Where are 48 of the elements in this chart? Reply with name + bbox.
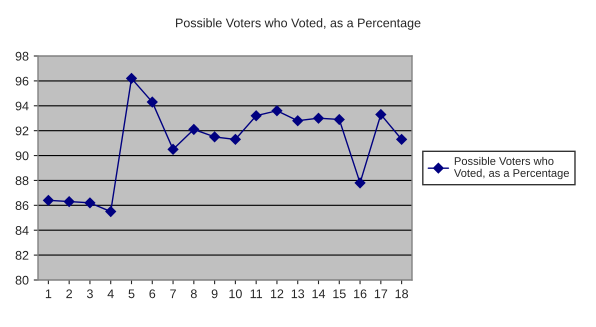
y-tick-label: 80	[16, 276, 28, 285]
point	[105, 206, 116, 217]
y-tick-label: 86	[16, 201, 28, 210]
y-tick-label: 84	[16, 226, 29, 235]
y-tick-label: 90	[16, 151, 28, 160]
point	[64, 196, 75, 208]
x-tick-label: 1	[46, 289, 52, 298]
point	[209, 131, 220, 142]
point	[126, 72, 137, 84]
x-tick-label: 12	[270, 289, 284, 298]
x-tick-label: 6	[149, 289, 156, 298]
x-tick-label: 17	[374, 289, 388, 298]
point	[313, 112, 324, 124]
point	[334, 114, 345, 125]
x-tick-label: 13	[292, 289, 304, 298]
chart-title: Possible Voters who Voted, as a Percentage	[176, 18, 420, 30]
point	[292, 115, 304, 126]
x-tick-label: 15	[333, 289, 346, 298]
y-tick-label: 98	[16, 52, 28, 61]
x-tick-label: 5	[128, 289, 134, 298]
point	[84, 197, 96, 208]
x-tick-label: 10	[229, 289, 242, 298]
point	[354, 178, 366, 188]
point	[396, 134, 408, 145]
point	[230, 134, 241, 145]
y-tick-label: 92	[16, 126, 28, 136]
y-tick-label: 88	[16, 176, 28, 186]
point	[250, 110, 262, 122]
point	[146, 96, 158, 108]
point	[42, 194, 54, 206]
x-tick-label: 9	[212, 289, 218, 298]
y-tick-label: 82	[16, 250, 28, 260]
legend-label: Possible Voters who Voted, as a Percentage	[454, 156, 569, 180]
y-tick-label: 96	[16, 76, 28, 86]
x-tick-label: 7	[170, 289, 176, 298]
x-tick-label: 3	[86, 289, 93, 298]
y-tick-label: 94	[16, 102, 29, 110]
point	[168, 144, 178, 155]
x-tick-label: 14	[312, 289, 326, 298]
x-tick-label: 2	[66, 289, 72, 298]
x-tick-label: 16	[354, 289, 366, 298]
x-tick-label: 4	[108, 289, 114, 298]
x-tick-label: 18	[396, 289, 408, 298]
x-tick-label: 8	[190, 289, 197, 298]
point	[188, 124, 200, 135]
point	[375, 109, 386, 120]
x-tick-label: 11	[250, 289, 262, 298]
point	[272, 105, 282, 116]
